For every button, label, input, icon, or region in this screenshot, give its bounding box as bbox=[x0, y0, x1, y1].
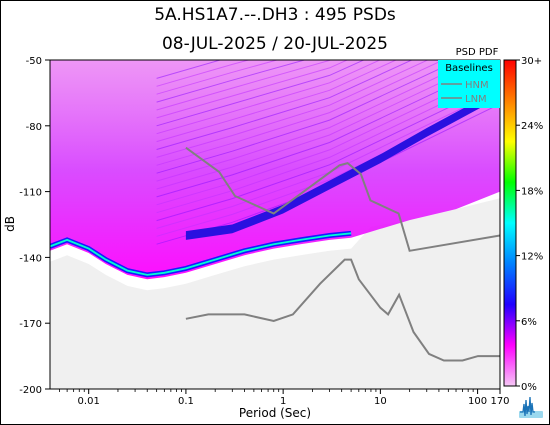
psd-streak bbox=[156, 60, 382, 135]
psd-streak bbox=[156, 60, 332, 111]
x-tick-label: 0.01 bbox=[78, 396, 100, 407]
x-tick-label: 170 bbox=[490, 396, 509, 407]
psd-streak bbox=[156, 60, 365, 127]
psd-streak bbox=[156, 60, 414, 150]
chart-title-line1: 5A.HS1A7.--.DH3 : 495 PSDs bbox=[154, 5, 396, 25]
seismograph-logo-icon bbox=[519, 396, 543, 418]
psd-streak bbox=[156, 82, 500, 222]
psd-streak bbox=[156, 60, 251, 87]
psd-streak bbox=[156, 60, 349, 119]
x-axis-label: Period (Sec) bbox=[239, 406, 311, 420]
legend-title: Baselines bbox=[445, 63, 493, 74]
noise-model-region bbox=[50, 198, 500, 389]
y-tick-label: -140 bbox=[19, 253, 42, 264]
chart-title-line2: 08-JUL-2025 / 20-JUL-2025 bbox=[161, 34, 388, 54]
x-tick-label: 10 bbox=[374, 396, 387, 407]
y-axis: -50 -80 -110 -140 -170 -200 bbox=[19, 56, 50, 396]
psd-streak bbox=[156, 61, 500, 198]
y-tick-label: -170 bbox=[19, 319, 42, 330]
psd-streak bbox=[156, 60, 460, 174]
x-tick-label: 1 bbox=[280, 396, 286, 407]
colorbar-tick-label: 6% bbox=[521, 317, 537, 328]
x-axis: 0.01 0.1 1 10 100 170 bbox=[59, 389, 510, 407]
legend-hnm-label: HNM bbox=[465, 80, 489, 91]
psd-streak bbox=[156, 89, 500, 229]
colorbar-tick-label: 24% bbox=[521, 121, 543, 132]
lnm-baseline bbox=[185, 258, 500, 362]
psd-streak bbox=[156, 68, 500, 206]
hnm-baseline bbox=[185, 146, 500, 252]
colorbar-tick-label: 30+ bbox=[521, 56, 542, 67]
y-axis-label: dB bbox=[3, 216, 17, 232]
colorbar-tick-label: 12% bbox=[521, 252, 543, 263]
psd-streak bbox=[156, 60, 475, 182]
x-tick-label: 0.1 bbox=[178, 396, 194, 407]
psd-streak bbox=[156, 60, 490, 190]
psd-pdf-mode-peak bbox=[50, 232, 352, 276]
psd-streak bbox=[156, 60, 398, 143]
plot-content bbox=[50, 60, 500, 389]
y-tick-label: -110 bbox=[19, 188, 42, 199]
psd-streak bbox=[156, 60, 279, 95]
colorbar-tick-label: 0% bbox=[521, 382, 537, 393]
plot-border bbox=[49, 59, 501, 390]
y-tick-label: -80 bbox=[26, 122, 42, 133]
legend-lnm-label: LNM bbox=[465, 94, 487, 105]
psd-streak bbox=[156, 60, 429, 158]
colorbar-title: PSD PDF bbox=[456, 47, 499, 58]
legend: Baselines HNM LNM bbox=[438, 60, 500, 108]
colorbar-ticks: 30+ 24% 18% 12% 6% 0% bbox=[516, 56, 543, 393]
y-tick-label: -200 bbox=[19, 385, 42, 396]
colorbar-tick-label: 18% bbox=[521, 186, 543, 197]
colorbar bbox=[503, 59, 517, 387]
psd-streak bbox=[156, 60, 307, 103]
psd-streak bbox=[156, 60, 223, 79]
psd-streak bbox=[156, 75, 500, 214]
y-tick-label: -50 bbox=[26, 56, 42, 67]
x-tick-label: 100 bbox=[468, 396, 487, 407]
